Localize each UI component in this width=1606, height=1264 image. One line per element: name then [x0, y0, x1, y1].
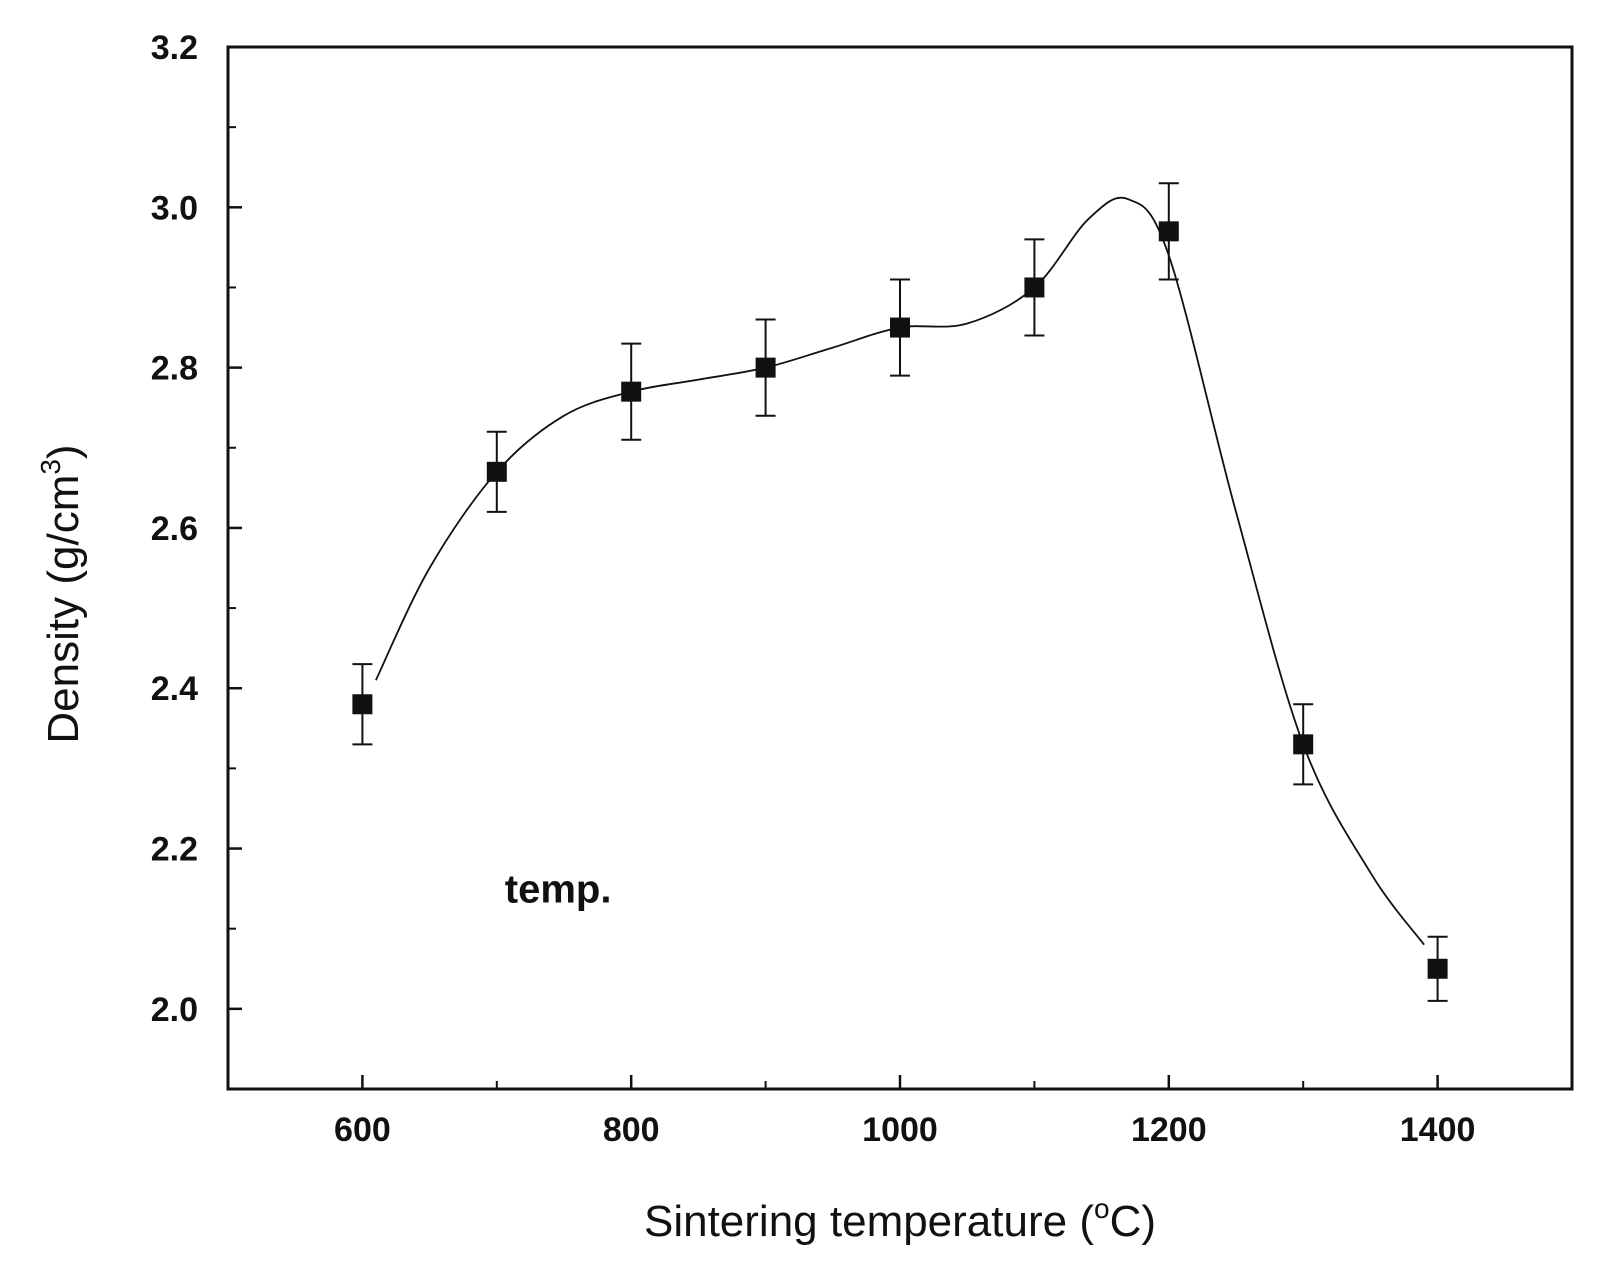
- y-tick-label: 2.6: [151, 510, 198, 548]
- data-point: [352, 694, 373, 715]
- y-axis-title-sup: 3: [35, 459, 66, 475]
- x-tick-label: 600: [334, 1111, 391, 1149]
- y-tick-label: 3.0: [151, 189, 198, 227]
- data-point: [890, 317, 910, 338]
- x-axis-title-main: Sintering temperature (: [644, 1197, 1094, 1246]
- data-point: [755, 357, 776, 378]
- fit-curve: [375, 196, 1425, 946]
- y-tick-label: 2.8: [151, 350, 198, 388]
- data-point: [621, 381, 642, 402]
- y-tick-label: 2.2: [151, 831, 198, 869]
- data-point: [1158, 221, 1179, 242]
- x-axis-title-tail: C): [1110, 1197, 1156, 1246]
- x-tick-label: 1000: [862, 1111, 938, 1149]
- x-axis-title-sup: o: [1094, 1193, 1110, 1224]
- x-tick-label: 1200: [1131, 1111, 1207, 1149]
- y-axis-title-tail: ): [39, 444, 88, 459]
- x-tick-label: 1400: [1400, 1111, 1476, 1149]
- annotation-temp: temp.: [505, 868, 612, 912]
- x-tick-label: 800: [603, 1111, 660, 1149]
- y-axis-title: Density (g/cm3): [35, 444, 88, 743]
- data-point: [1293, 734, 1314, 755]
- y-tick-label: 3.2: [151, 29, 198, 67]
- data-point: [486, 461, 507, 482]
- y-tick-label: 2.4: [151, 670, 198, 708]
- y-axis-title-main: Density (g/cm: [39, 475, 88, 744]
- y-tick-label: 2.0: [151, 991, 198, 1029]
- x-axis-title: Sintering temperature (oC): [644, 1193, 1156, 1246]
- data-point: [1024, 277, 1045, 298]
- data-point: [1427, 958, 1448, 979]
